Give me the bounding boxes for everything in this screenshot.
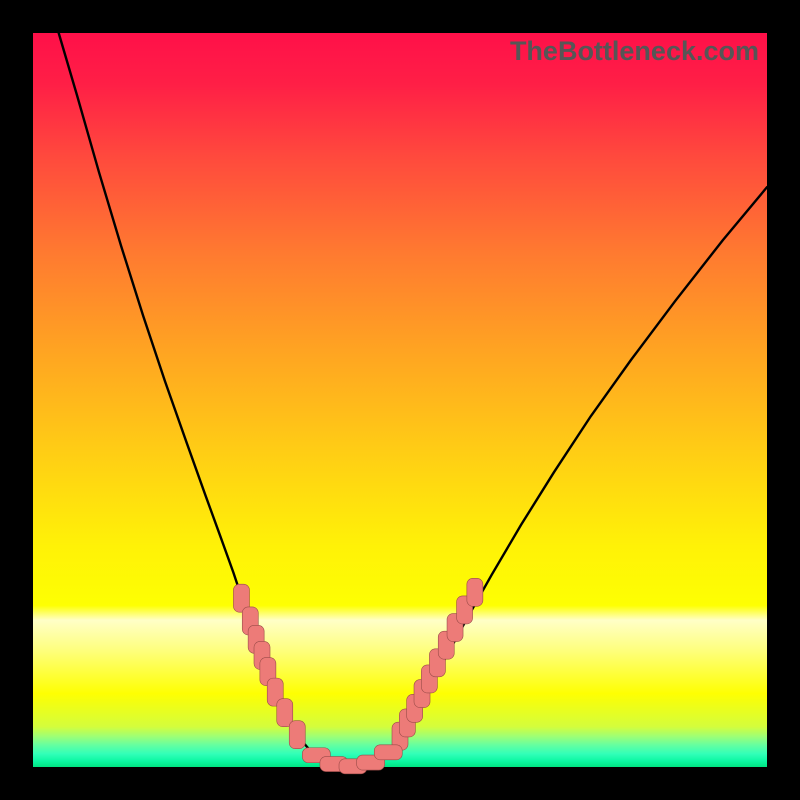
chart-frame: TheBottleneck.com xyxy=(0,0,800,800)
data-marker xyxy=(467,578,483,606)
watermark-text: TheBottleneck.com xyxy=(510,36,759,67)
curve-layer xyxy=(33,33,767,767)
data-marker xyxy=(289,721,305,749)
bottleneck-curve xyxy=(59,33,767,766)
plot-area: TheBottleneck.com xyxy=(33,33,767,767)
data-marker xyxy=(277,699,293,727)
data-marker xyxy=(374,745,402,760)
